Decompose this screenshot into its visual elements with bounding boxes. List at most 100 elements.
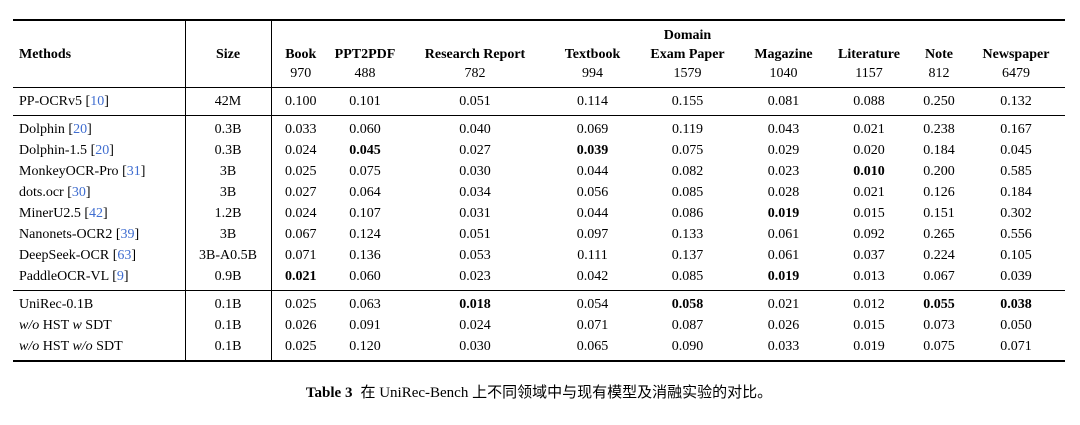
header-column-topline (912, 26, 966, 45)
method-name: dots.ocr (19, 185, 64, 200)
method-name: UniRec-0.1B (19, 297, 94, 312)
value-cell: 0.184 (1000, 185, 1032, 200)
header-column-count: 488 (354, 65, 376, 81)
header-column-name: Textbook (564, 46, 621, 62)
method-name: w/o (19, 318, 40, 333)
header-column-name: Research Report (424, 46, 526, 62)
method-name: MonkeyOCR-Pro (19, 164, 119, 179)
caption-text: 在 UniRec-Bench 上不同领域中与现有模型及消融实验的对比。 (360, 385, 773, 401)
table-row: DeepSeek-OCR [63] 3B-A0.5B 0.071 0.136 0.053… (13, 245, 1065, 266)
caption-label: Table 3 (305, 385, 353, 401)
header-column-count: 1579 (673, 65, 702, 81)
method-name: SDT (92, 339, 123, 354)
table-row: PP-OCRv5 [10] 42M 0.100 0.101 0.051 0.114 0.15… (13, 87, 1065, 116)
method-name: Nanonets-OCR2 (19, 227, 113, 242)
value-cell: 0.085 (671, 185, 704, 200)
value-cell: 0.042 (576, 269, 609, 284)
value-cell: 0.120 (349, 339, 381, 354)
value-cell: 0.034 (459, 185, 491, 200)
citation-link[interactable]: 31 (126, 164, 141, 179)
header-column-name: Magazine (754, 46, 813, 62)
citation-link[interactable]: 63 (117, 248, 132, 263)
value-cell: 0.015 (853, 318, 885, 333)
value-cell: 0.045 (349, 143, 381, 158)
header-column-name: Note (925, 46, 953, 62)
value-cell: 0.029 (767, 143, 800, 158)
value-cell: 0.038 (1000, 297, 1032, 312)
header-column-count: 994 (582, 65, 603, 81)
value-cell: 0.026 (767, 318, 800, 333)
size-cell: 0.9B (185, 266, 272, 291)
value-cell: 0.082 (671, 164, 704, 179)
value-cell: 0.132 (1000, 94, 1032, 109)
value-cell: 0.071 (576, 318, 609, 333)
table-header: Methods Size Book 970 PPT2PDF 488 Research … (13, 20, 1065, 88)
method-cell: Dolphin [20] (13, 115, 186, 140)
value-cell: 0.184 (923, 143, 955, 158)
citation-link[interactable]: 20 (95, 143, 110, 158)
citation-link[interactable]: 30 (71, 185, 86, 200)
value-cell: 0.039 (576, 143, 609, 158)
value-cell: 0.064 (349, 185, 381, 200)
table-row: MinerU2.5 [42] 1.2B 0.024 0.107 0.031 0.044 0.… (13, 203, 1065, 224)
header-column-count: 970 (290, 65, 312, 81)
header-row: Methods Size Book 970 PPT2PDF 488 Research … (13, 20, 1065, 88)
value-cell: 0.265 (923, 227, 955, 242)
size-cell: 0.3B (185, 115, 272, 140)
header-column-topline (273, 26, 330, 45)
table-row: MonkeyOCR-Pro [31] 3B 0.025 0.075 0.030 0.044… (13, 161, 1065, 182)
citation-link[interactable]: 20 (73, 122, 88, 137)
value-cell: 0.050 (1000, 318, 1032, 333)
value-cell: 0.111 (577, 248, 608, 263)
header-column-topline (828, 26, 910, 45)
value-cell: 0.085 (671, 269, 704, 284)
method-name: SDT (81, 318, 112, 333)
value-cell: 0.024 (285, 143, 317, 158)
value-cell: 0.025 (285, 339, 317, 354)
value-cell: 0.028 (767, 185, 800, 200)
value-cell: 0.013 (853, 269, 885, 284)
value-cell: 0.024 (459, 318, 491, 333)
method-name: w (72, 318, 82, 333)
value-cell: 0.060 (349, 122, 381, 137)
value-cell: 0.025 (285, 164, 317, 179)
method-cell: Dolphin-1.5 [20] (13, 140, 186, 161)
size-cell: 3B (185, 224, 272, 245)
value-cell: 0.133 (671, 227, 704, 242)
value-cell: 0.071 (285, 248, 317, 263)
value-cell: 0.044 (576, 206, 609, 221)
method-name: w/o (72, 339, 93, 354)
value-cell: 0.023 (767, 164, 800, 179)
value-cell: 0.061 (767, 248, 800, 263)
method-name: MinerU2.5 (19, 206, 81, 221)
method-cell: PP-OCRv5 [10] (13, 87, 186, 116)
method-name: DeepSeek-OCR (19, 248, 110, 263)
citation-link[interactable]: 9 (116, 269, 124, 284)
group-baseline: PP-OCRv5 [10] 42M 0.100 0.101 0.051 0.114 0.15… (13, 87, 1065, 116)
method-name: Dolphin (19, 122, 65, 137)
size-cell: 3B (185, 182, 272, 203)
method-cell: PaddleOCR-VL [9] (13, 266, 186, 291)
method-name: PaddleOCR-VL (19, 269, 109, 284)
value-cell: 0.073 (923, 318, 955, 333)
size-cell: 3B-A0.5B (185, 245, 272, 266)
value-cell: 0.200 (923, 164, 955, 179)
value-cell: 0.040 (459, 122, 491, 137)
value-cell: 0.030 (459, 339, 491, 354)
citation-link[interactable]: 10 (90, 94, 105, 109)
citation-link[interactable]: 39 (120, 227, 135, 242)
value-cell: 0.069 (576, 122, 609, 137)
value-cell: 0.025 (285, 297, 317, 312)
value-cell: 0.585 (1000, 164, 1032, 179)
value-cell: 0.015 (853, 206, 885, 221)
header-column: Magazine 1040 (740, 20, 827, 88)
header-column-topline (741, 26, 826, 45)
value-cell: 0.075 (671, 143, 704, 158)
header-column-count: 782 (464, 65, 486, 81)
citation-link[interactable]: 42 (89, 206, 103, 221)
value-cell: 0.039 (1000, 269, 1032, 284)
value-cell: 0.126 (923, 185, 955, 200)
table-row: w/o HST w SDT 0.1B 0.026 0.091 0.024 0.071 0.0… (13, 315, 1065, 336)
value-cell: 0.071 (1000, 339, 1032, 354)
